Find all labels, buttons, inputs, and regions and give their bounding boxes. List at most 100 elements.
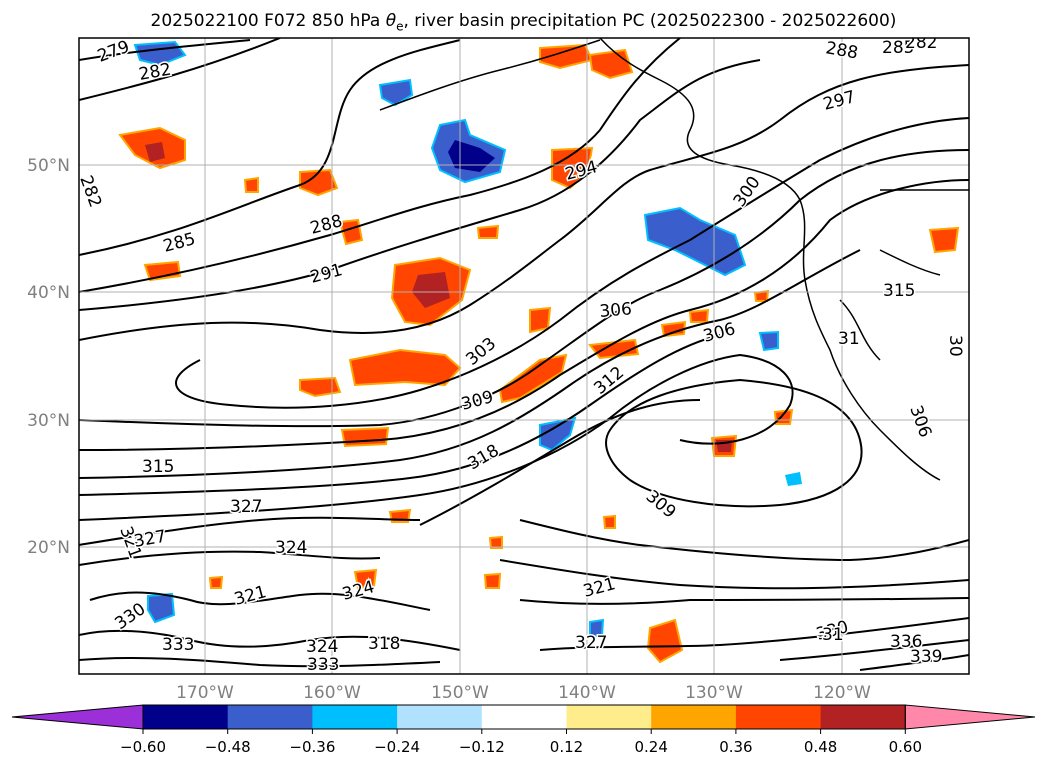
contour-label: 285: [882, 38, 914, 58]
precip-patch: [602, 514, 616, 529]
precip-patch: [208, 575, 224, 589]
contour-line: [79, 59, 761, 311]
colorbar-segment: [481, 705, 567, 729]
contour-label: 327: [575, 633, 607, 653]
precip-patch: [340, 426, 390, 448]
gridlines: [79, 38, 969, 674]
colorbar-tick-label: 0.12: [550, 738, 583, 756]
contour-line: [79, 149, 969, 428]
map-frame: [78, 37, 970, 675]
precip-patch: [488, 535, 503, 549]
contour-line: [79, 550, 381, 566]
contour-label: 324: [275, 538, 307, 558]
contour-label: 336: [890, 632, 922, 652]
lon-tick-label: 140°W: [558, 683, 616, 703]
contour-line: [499, 559, 969, 590]
contour-label: 318: [368, 634, 400, 654]
contour-line: [79, 64, 969, 341]
contour-line: [79, 39, 251, 61]
contour-label: 288: [824, 38, 859, 63]
colorbar: −0.60 −0.48 −0.36 −0.24 −0.12 0.12 0.24 0.36 0.4…: [11, 704, 1036, 756]
precip-patch: [928, 226, 960, 254]
contour-line: [79, 516, 421, 546]
precip-patch: [348, 348, 462, 387]
precip-patch: [758, 330, 779, 352]
contour-label: 31: [838, 329, 860, 349]
contour-line: [519, 597, 969, 605]
precip-patch: [476, 224, 500, 239]
colorbar-extend-low: [11, 704, 144, 730]
contour-line: [79, 656, 441, 668]
colorbar-segment: [651, 705, 737, 729]
contour-label: 327: [230, 497, 262, 517]
contour-line: [79, 629, 461, 651]
contour-line: [419, 399, 701, 526]
lon-tick-label: 130°W: [685, 683, 743, 703]
theta-e-contours: [79, 38, 969, 671]
precip-patch: [785, 472, 802, 486]
lat-tick-label: 30°N: [27, 411, 70, 431]
contour-line: [519, 519, 969, 562]
contour-label: 31: [822, 625, 844, 645]
colorbar-tick-label: 0.60: [889, 738, 922, 756]
contour-label: 315: [142, 457, 174, 477]
colorbar-tick-label: −0.12: [459, 738, 505, 756]
lon-tick-label: 150°W: [431, 683, 489, 703]
precip-patch: [378, 78, 414, 107]
contour-line: [79, 179, 969, 451]
colorbar-extend-high: [904, 704, 1036, 730]
lat-tick-label: 20°N: [27, 538, 70, 558]
contour-label: 333: [162, 635, 194, 655]
precip-patch: [643, 206, 747, 277]
contour-line: [79, 39, 461, 256]
colorbar-segment: [820, 705, 906, 729]
coastline-path: [379, 39, 601, 111]
contour-line: [79, 38, 681, 293]
contour-label: 339: [910, 647, 942, 667]
contour-label: 306: [599, 299, 633, 322]
contour-line: [859, 654, 969, 671]
precip-patches: [118, 40, 960, 664]
colorbar-tick-label: −0.36: [289, 738, 335, 756]
colorbar-frame: [142, 704, 906, 730]
colorbar-segment: [735, 705, 822, 729]
colorbar-tick-label: 0.24: [634, 738, 667, 756]
colorbar-segment: [397, 705, 483, 729]
lon-tick-label: 160°W: [303, 683, 361, 703]
precip-patch: [145, 142, 165, 162]
lat-tick-label: 50°N: [27, 156, 70, 176]
contour-line: [79, 334, 721, 496]
lat-tick-labels: 50°N 40°N 30°N 20°N: [27, 156, 70, 558]
precip-patch: [299, 376, 342, 398]
precip-patch: [147, 592, 176, 624]
contour-line: [79, 353, 794, 521]
contour-label: 324: [306, 637, 338, 657]
precip-patch: [688, 308, 710, 323]
colorbar-tick-label: 0.48: [804, 738, 837, 756]
colorbar-tick-label: −0.48: [205, 738, 251, 756]
precip-patch: [483, 572, 502, 589]
colorbar-tick-label: 0.36: [719, 738, 752, 756]
coastline: [379, 38, 969, 481]
precip-patch: [353, 568, 378, 590]
contour-line: [779, 639, 969, 661]
contour-line: [605, 378, 863, 508]
contour-line: [539, 617, 969, 651]
lon-tick-labels: 170°W 160°W 150°W 140°W 130°W 120°W: [176, 683, 871, 703]
precip-patch: [660, 320, 687, 338]
precip-patch: [243, 176, 259, 193]
coastline-path: [599, 38, 941, 481]
coastline-path: [839, 299, 881, 361]
precip-patch: [589, 618, 605, 637]
precip-patch: [412, 272, 450, 308]
colorbar-segment: [143, 705, 229, 729]
colorbar-segment: [312, 705, 398, 729]
contour-label: 30: [945, 335, 965, 357]
contour-label: 315: [883, 281, 915, 301]
precip-patch: [646, 618, 684, 664]
contour-line: [79, 38, 281, 101]
precip-patch: [498, 353, 568, 404]
colorbar-segment: [227, 705, 313, 729]
precip-patch: [143, 260, 182, 282]
